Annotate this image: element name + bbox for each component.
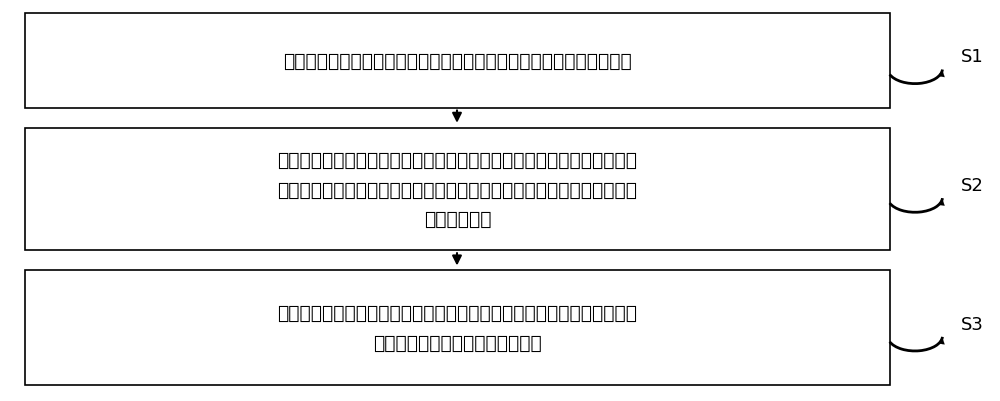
Text: S3: S3: [960, 315, 983, 333]
Text: S1: S1: [960, 49, 983, 66]
FancyBboxPatch shape: [25, 128, 890, 251]
FancyBboxPatch shape: [25, 271, 890, 385]
Text: 基于所述相控阵列天线的阵因子，得到所述相控阵列天线的功率方向图: 基于所述相控阵列天线的阵因子，得到所述相控阵列天线的功率方向图: [283, 52, 632, 71]
FancyBboxPatch shape: [25, 14, 890, 108]
Text: S2: S2: [960, 177, 983, 194]
Text: 对所述相控阵列天线的功率方向图进行推导，得到功率方向图中任意一点
与距离参考点最近的峰值之间的差值，根据差值得到所述相控阵列天线的
副瓣精确位置: 对所述相控阵列天线的功率方向图进行推导，得到功率方向图中任意一点 与距离参考点最…: [278, 150, 638, 229]
Text: 将所述相控阵列天线的副瓣位置代入到所述相控阵列天线的阵因子，计算
得到所述相控阵列天线的副瓣大小: 将所述相控阵列天线的副瓣位置代入到所述相控阵列天线的阵因子，计算 得到所述相控阵…: [278, 304, 638, 352]
